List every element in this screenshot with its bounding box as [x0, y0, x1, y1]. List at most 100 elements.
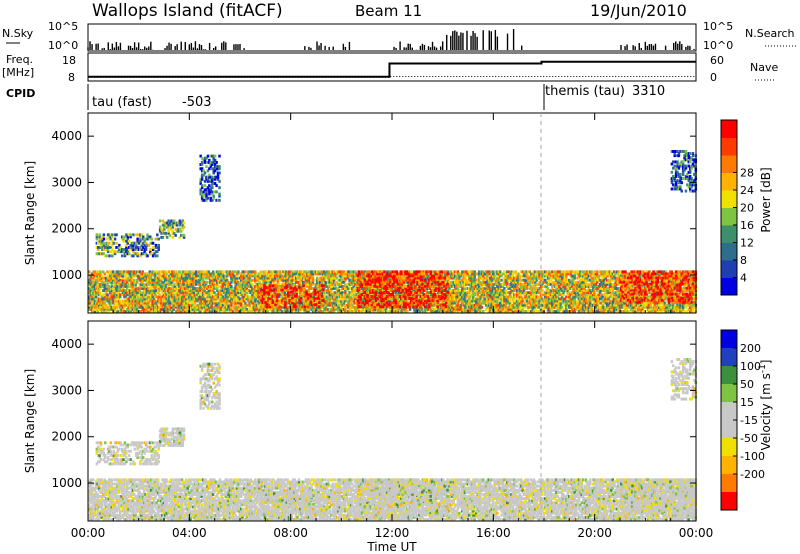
heatmap-cell — [244, 305, 247, 309]
heatmap-cell — [230, 280, 233, 284]
heatmap-cell — [162, 282, 166, 286]
heatmap-cell — [130, 282, 133, 286]
heatmap-cell — [141, 272, 144, 276]
heatmap-cell — [344, 278, 347, 282]
heatmap-cell — [147, 274, 150, 278]
heatmap-cell — [213, 297, 216, 301]
heatmap-cell — [216, 274, 219, 278]
heatmap-cell — [168, 301, 171, 305]
heatmap-cell — [320, 297, 323, 301]
heatmap-cell — [337, 309, 340, 313]
heatmap-cell — [242, 293, 246, 297]
heatmap-cell — [193, 301, 196, 305]
heatmap-cell — [232, 299, 236, 303]
heatmap-cell — [148, 282, 151, 286]
heatmap-cell — [328, 301, 332, 305]
heatmap-cell — [297, 301, 301, 305]
heatmap-cell — [117, 295, 120, 299]
heatmap-cell — [147, 282, 150, 286]
heatmap-cell — [232, 280, 236, 284]
heatmap-cell — [102, 284, 105, 288]
heatmap-cell — [187, 291, 191, 295]
heatmap-cell — [135, 301, 139, 305]
heatmap-cell — [247, 309, 250, 313]
heatmap-cell — [362, 270, 365, 274]
heatmap-cell — [176, 299, 180, 303]
heatmap-cell — [244, 289, 247, 293]
heatmap-cell — [210, 293, 213, 297]
heatmap-cell — [176, 289, 180, 293]
heatmap-cell — [165, 307, 168, 311]
heatmap-cell — [113, 278, 116, 282]
heatmap-cell — [199, 307, 202, 311]
heatmap-cell — [263, 270, 267, 274]
heatmap-cell — [141, 295, 144, 299]
heatmap-cell — [154, 307, 157, 311]
heatmap-cell — [133, 291, 136, 295]
heatmap-cell — [186, 280, 189, 284]
heatmap-cell — [262, 309, 265, 313]
heatmap-cell — [93, 287, 97, 290]
heatmap-cell — [118, 307, 122, 311]
heatmap-cell — [123, 280, 126, 284]
heatmap-cell — [95, 282, 98, 286]
heatmap-cell — [206, 270, 209, 274]
heatmap-cell — [351, 305, 354, 309]
heatmap-cell — [156, 287, 160, 290]
heatmap-cell — [127, 289, 130, 293]
heatmap-cell — [187, 284, 191, 288]
heatmap-cell — [335, 282, 339, 286]
heatmap-cell — [142, 309, 146, 313]
heatmap-cell — [92, 297, 95, 301]
heatmap-cell — [111, 299, 115, 303]
heatmap-cell — [354, 291, 357, 295]
heatmap-cell — [352, 272, 356, 276]
heatmap-cell — [334, 287, 337, 290]
heatmap-cell — [299, 307, 302, 311]
heatmap-cell — [297, 289, 301, 293]
heatmap-cell — [189, 284, 192, 288]
heatmap-cell — [331, 295, 334, 299]
heatmap-cell — [241, 274, 244, 278]
heatmap-cell — [311, 280, 315, 284]
heatmap-cell — [252, 303, 256, 307]
heatmap-cell — [248, 309, 251, 313]
heatmap-cell — [186, 282, 189, 286]
heatmap-cell — [123, 309, 126, 313]
heatmap-cell — [120, 305, 123, 309]
heatmap-cell — [330, 274, 333, 278]
heatmap-cell — [232, 289, 236, 293]
heatmap-cell — [245, 297, 249, 301]
heatmap-cell — [300, 282, 303, 286]
heatmap-cell — [318, 289, 322, 293]
heatmap-cell — [258, 287, 261, 290]
heatmap-cell — [235, 276, 239, 280]
heatmap-cell — [194, 305, 198, 309]
heatmap-cell — [137, 289, 140, 293]
heatmap-cell — [211, 276, 215, 280]
heatmap-cell — [323, 274, 326, 278]
cpid-seg1-name: tau (fast) — [92, 95, 152, 110]
heatmap-cell — [214, 295, 218, 299]
heatmap-cell — [361, 303, 364, 307]
heatmap-cell — [301, 307, 305, 311]
heatmap-cell — [88, 270, 91, 274]
heatmap-cell — [325, 289, 329, 293]
heatmap-cell — [248, 301, 251, 305]
heatmap-cell — [258, 303, 261, 307]
heatmap-cell — [149, 291, 153, 295]
heatmap-cell — [110, 293, 113, 297]
heatmap-cell — [95, 278, 98, 282]
heatmap-cell — [88, 295, 91, 299]
heatmap-cell — [217, 274, 220, 278]
heatmap-cell — [211, 299, 215, 303]
heatmap-cell — [363, 289, 367, 293]
heatmap-cell — [171, 307, 174, 311]
heatmap-cell — [156, 295, 160, 299]
heatmap-cell — [111, 272, 115, 276]
heatmap-cell — [352, 289, 356, 293]
heatmap-cell — [301, 280, 305, 284]
heatmap-cell — [296, 280, 299, 284]
heatmap-cell — [301, 274, 305, 278]
heatmap-cell — [359, 272, 363, 276]
